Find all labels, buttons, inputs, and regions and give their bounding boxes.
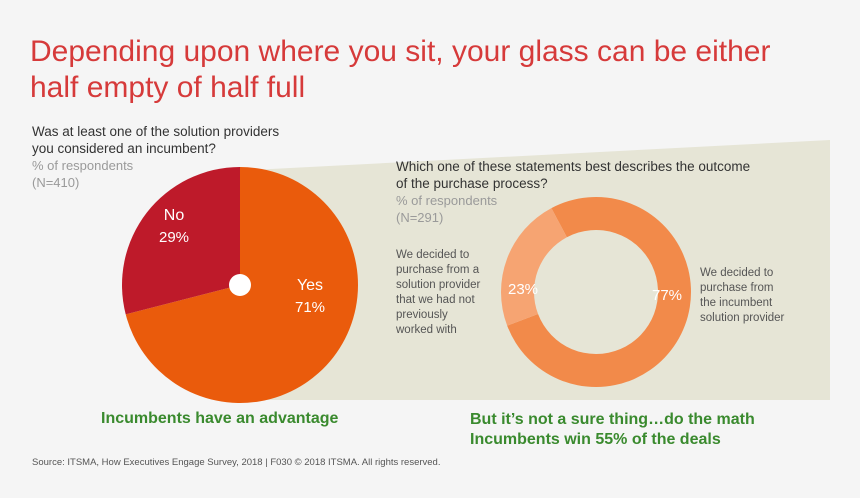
label-line: purchase from a (396, 264, 480, 276)
pie-category-label: Yes (297, 277, 323, 294)
donut-sample-size: (N=291) (396, 210, 444, 225)
donut-value-label: 77% (652, 287, 682, 304)
pie-value-label: 71% (295, 299, 325, 316)
donut-label-incumbent: We decided to purchase from the incumben… (700, 266, 810, 326)
donut-question-line-2: of the purchase process? (396, 176, 548, 191)
pie-question: Was at least one of the solution provide… (32, 123, 332, 191)
pie-chart: Yes 71% No 29% (122, 167, 358, 403)
label-line: previously (396, 309, 448, 321)
pie-value-label: 29% (159, 229, 189, 246)
label-line: We decided to (396, 249, 470, 261)
label-line: the incumbent (700, 297, 773, 309)
highlight-band (252, 140, 830, 400)
donut-question: Which one of these statements best descr… (396, 158, 806, 226)
pie-slice-no (122, 167, 240, 315)
pie-sample-size: (N=410) (32, 175, 80, 190)
label-line: worked with (396, 324, 457, 336)
donut-segment-0 (507, 197, 692, 388)
pie-center-dot (229, 274, 251, 296)
pie-subtitle: % of respondents (32, 158, 134, 173)
label-line: solution provider (700, 312, 785, 324)
donut-chart: 77% 23% (501, 197, 692, 388)
page-title: Depending upon where you sit, your glass… (30, 34, 840, 106)
donut-conclusion-line-2: Incumbents win 55% of the deals (470, 431, 721, 448)
title-line-1: Depending upon where you sit, your glass… (30, 35, 771, 68)
donut-subtitle: % of respondents (396, 193, 498, 208)
donut-conclusion: But it’s not a sure thing…do the math In… (470, 410, 755, 450)
pie-conclusion: Incumbents have an advantage (101, 410, 339, 427)
pie-question-line-1: Was at least one of the solution provide… (32, 124, 280, 139)
label-line: that we had not (396, 294, 475, 306)
label-line: We decided to (700, 267, 774, 279)
donut-label-new-provider: We decided to purchase from a solution p… (396, 248, 506, 338)
label-line: solution provider (396, 279, 481, 291)
pie-question-line-2: you considered an incumbent? (32, 141, 216, 156)
label-line: purchase from (700, 282, 774, 294)
source-note: Source: ITSMA, How Executives Engage Sur… (32, 457, 441, 468)
donut-conclusion-line-1: But it’s not a sure thing…do the math (470, 411, 755, 428)
donut-value-label: 23% (508, 281, 538, 298)
donut-segment-1 (501, 208, 567, 326)
title-line-2: half empty of half full (30, 71, 306, 104)
donut-question-line-1: Which one of these statements best descr… (396, 159, 751, 174)
pie-category-label: No (164, 207, 185, 224)
